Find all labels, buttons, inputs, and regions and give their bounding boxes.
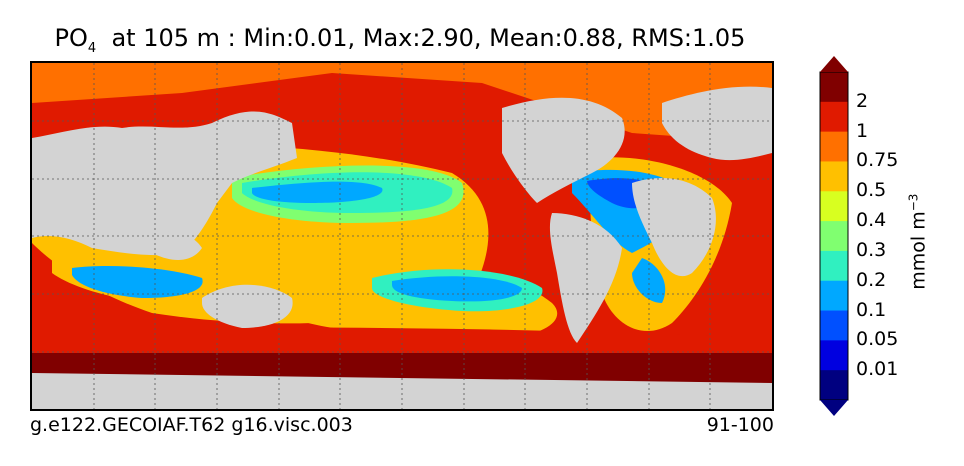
colorbar-tick-label: 0.05 xyxy=(856,328,899,351)
colorbar-tick-label: 0.75 xyxy=(856,149,899,172)
colorbar-segment xyxy=(820,101,848,133)
colorbar-tick-label: 1 xyxy=(856,119,869,142)
colorbar-segment xyxy=(820,250,848,282)
colorbar-tick-label: 0.5 xyxy=(856,179,887,202)
colorbar-segment xyxy=(820,161,848,192)
colorbar-segment xyxy=(820,72,848,103)
colorbar-tick-label: 0.4 xyxy=(856,209,887,232)
units-text: mmol m xyxy=(907,211,930,290)
map-gridlines xyxy=(32,63,772,409)
colorbar-max-arrow xyxy=(820,56,848,72)
colorbar-segment xyxy=(820,370,848,401)
colorbar-segment xyxy=(820,191,848,222)
colorbar-tick-label: 0.2 xyxy=(856,268,887,291)
year-range: 91-100 xyxy=(706,414,774,436)
ocean-map xyxy=(30,61,774,411)
title-stats: at 105 m : Min:0.01, Max:2.90, Mean:0.88… xyxy=(96,24,746,52)
colorbar xyxy=(819,56,849,416)
units-exponent: −3 xyxy=(906,193,921,212)
colorbar-units: mmol m−3 xyxy=(906,172,929,312)
colorbar-segment xyxy=(820,340,848,371)
map-title: PO4 at 105 m : Min:0.01, Max:2.90, Mean:… xyxy=(0,24,800,56)
colorbar-tick-label: 0.3 xyxy=(856,238,887,261)
map-canvas xyxy=(32,63,772,409)
colorbar-segment xyxy=(820,131,848,162)
colorbar-segment xyxy=(820,280,848,312)
title-subscript: 4 xyxy=(87,40,97,56)
title-variable: PO xyxy=(54,24,88,52)
colorbar-segment xyxy=(820,221,848,252)
case-name: g.e122.GECOIAF.T62 g16.visc.003 xyxy=(30,414,353,436)
colorbar-segment xyxy=(820,310,848,341)
colorbar-min-arrow xyxy=(820,400,848,416)
colorbar-tick-label: 2 xyxy=(856,89,869,112)
colorbar-tick-label: 0.01 xyxy=(856,358,899,381)
colorbar-tick-label: 0.1 xyxy=(856,298,887,321)
